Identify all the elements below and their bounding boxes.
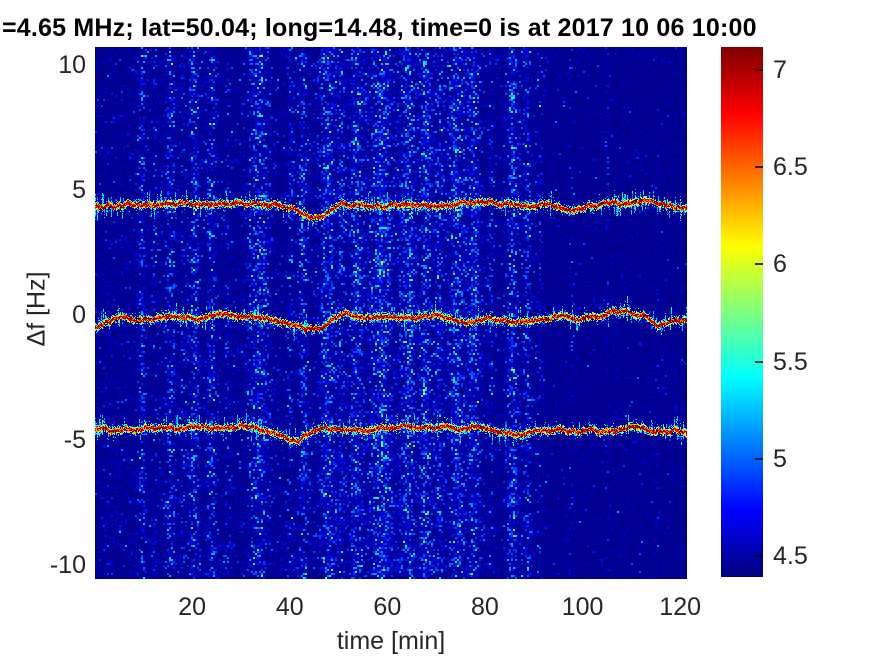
x-tick-label: 80	[471, 593, 499, 621]
colorbar-tick-label: 4.5	[773, 542, 808, 570]
x-tick-label: 60	[373, 593, 402, 621]
colorbar-tick-mark	[755, 457, 763, 460]
colorbar-tick-label: 6.5	[773, 153, 808, 182]
colorbar	[721, 47, 763, 577]
colorbar-tick-label: 5.5	[773, 347, 808, 376]
colorbar-tick-label: 6	[773, 250, 787, 279]
colorbar-tick-mark	[755, 166, 763, 169]
x-tick-label: 120	[659, 593, 702, 621]
colorbar-gradient	[721, 47, 763, 577]
colorbar-tick-label: 5	[773, 444, 787, 473]
spectrogram-plot	[95, 47, 687, 579]
y-tick-label: 5	[72, 176, 86, 204]
x-tick-label: 100	[561, 593, 604, 621]
colorbar-tick-label: 7	[773, 55, 787, 84]
x-tick-label: 20	[178, 593, 207, 621]
colorbar-tick-mark	[755, 68, 763, 71]
x-tick-label: 40	[275, 593, 304, 621]
spectrogram-canvas	[95, 47, 687, 579]
y-tick-label: -5	[63, 426, 86, 454]
y-tick-label: -10	[49, 551, 86, 579]
chart-title: =4.65 MHz; lat=50.04; long=14.48, time=0…	[2, 14, 757, 42]
colorbar-tick-mark	[755, 360, 763, 363]
x-axis-label: time [min]	[336, 627, 446, 655]
y-tick-label: 10	[58, 51, 86, 79]
y-tick-label: 0	[72, 301, 86, 329]
colorbar-tick-mark	[755, 555, 763, 557]
colorbar-tick-mark	[755, 263, 763, 266]
